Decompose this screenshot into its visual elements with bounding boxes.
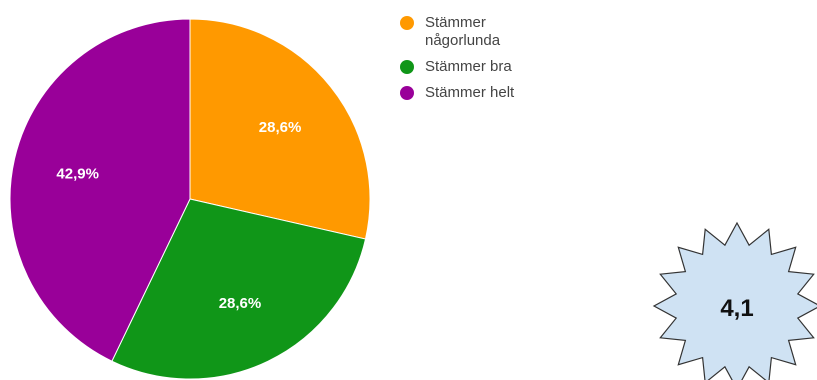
legend-label: Stämmer helt	[425, 84, 515, 101]
pie-slices	[9, 18, 371, 380]
score-badge: 4,1	[652, 221, 817, 380]
score-value: 4,1	[720, 295, 753, 322]
legend-label: Stämmer någorlunda	[425, 14, 501, 49]
legend-item[interactable]: Stämmer bra	[400, 58, 535, 76]
pie-slice[interactable]	[189, 18, 371, 240]
legend-label: Stämmer bra	[425, 58, 512, 75]
slice-value-label: 42,9%	[56, 165, 99, 182]
starburst-shape	[652, 221, 817, 380]
slice-value-label: 28,6%	[259, 119, 302, 136]
pie-slice[interactable]	[111, 198, 367, 380]
legend-swatch	[400, 60, 414, 74]
pie-slice-labels: 28,6% 28,6% 42,9%	[56, 119, 301, 312]
legend-item[interactable]: Stämmer helt	[400, 84, 535, 102]
legend-item[interactable]: Stämmer någorlunda	[400, 14, 535, 50]
pie-slice[interactable]	[9, 18, 191, 362]
slice-value-label: 28,6%	[219, 295, 262, 312]
legend-swatch	[400, 86, 414, 100]
legend: Stämmer någorlunda Stämmer bra Stämmer h…	[400, 14, 535, 110]
legend-swatch	[400, 16, 414, 30]
